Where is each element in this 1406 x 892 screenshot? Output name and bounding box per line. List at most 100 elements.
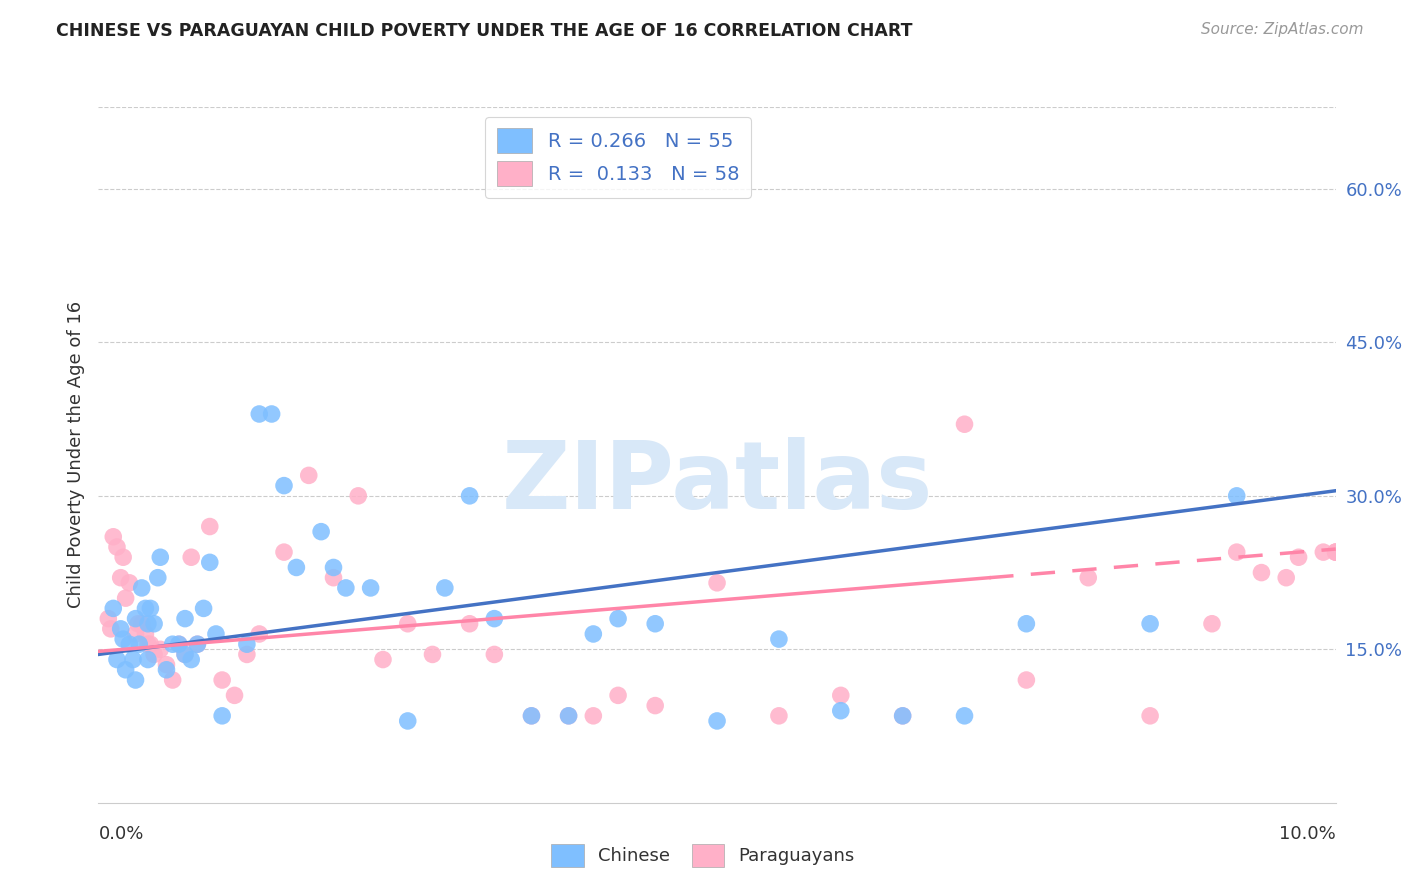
Point <box>124 673 146 687</box>
Point <box>180 652 202 666</box>
Point <box>139 637 162 651</box>
Text: 0.0%: 0.0% <box>98 825 143 843</box>
Point <box>134 601 156 615</box>
Point <box>211 673 233 687</box>
Point <box>830 689 852 703</box>
Point <box>174 648 197 662</box>
Point <box>167 637 190 651</box>
Point <box>186 637 208 651</box>
Point <box>136 637 159 651</box>
Point <box>557 708 579 723</box>
Point <box>124 627 146 641</box>
Point <box>100 622 122 636</box>
Point <box>247 407 270 421</box>
Point <box>1324 545 1347 559</box>
Point <box>162 673 184 687</box>
Point <box>198 519 221 533</box>
Point <box>706 575 728 590</box>
Point <box>322 560 344 574</box>
Point <box>458 616 481 631</box>
Point <box>236 637 259 651</box>
Point <box>706 714 728 728</box>
Point <box>953 417 976 432</box>
Point <box>1077 571 1099 585</box>
Point <box>347 489 370 503</box>
Point <box>167 637 190 651</box>
Point <box>110 622 132 636</box>
Point <box>1324 545 1347 559</box>
Point <box>1226 489 1249 503</box>
Point <box>128 637 150 651</box>
Point <box>891 708 914 723</box>
Point <box>118 637 141 651</box>
Point <box>97 612 120 626</box>
Point <box>180 550 202 565</box>
Point <box>1139 708 1161 723</box>
Point <box>582 627 605 641</box>
Point <box>298 468 321 483</box>
Point <box>273 478 295 492</box>
Point <box>458 489 481 503</box>
Point <box>360 581 382 595</box>
Point <box>1324 545 1347 559</box>
Point <box>224 689 246 703</box>
Text: 10.0%: 10.0% <box>1279 825 1336 843</box>
Legend: Chinese, Paraguayans: Chinese, Paraguayans <box>544 837 862 874</box>
Point <box>285 560 308 574</box>
Point <box>1288 550 1310 565</box>
Point <box>211 708 233 723</box>
Point <box>1226 545 1249 559</box>
Point <box>103 530 125 544</box>
Point <box>105 652 128 666</box>
Point <box>607 689 630 703</box>
Point <box>273 545 295 559</box>
Point <box>124 612 146 626</box>
Point <box>1201 616 1223 631</box>
Point <box>520 708 543 723</box>
Point <box>143 648 166 662</box>
Point <box>1015 616 1038 631</box>
Point <box>114 663 136 677</box>
Point <box>149 550 172 565</box>
Point <box>247 627 270 641</box>
Point <box>582 708 605 723</box>
Y-axis label: Child Poverty Under the Age of 16: Child Poverty Under the Age of 16 <box>66 301 84 608</box>
Point <box>953 708 976 723</box>
Point <box>557 708 579 723</box>
Point <box>396 616 419 631</box>
Text: CHINESE VS PARAGUAYAN CHILD POVERTY UNDER THE AGE OF 16 CORRELATION CHART: CHINESE VS PARAGUAYAN CHILD POVERTY UNDE… <box>56 22 912 40</box>
Point <box>118 575 141 590</box>
Point <box>396 714 419 728</box>
Point <box>193 601 215 615</box>
Point <box>322 571 344 585</box>
Point <box>236 648 259 662</box>
Point <box>768 632 790 646</box>
Point <box>110 571 132 585</box>
Point <box>122 652 145 666</box>
Point <box>484 612 506 626</box>
Point <box>830 704 852 718</box>
Point <box>155 657 177 672</box>
Point <box>309 524 332 539</box>
Point <box>205 627 228 641</box>
Point <box>146 571 169 585</box>
Point <box>103 601 125 615</box>
Point <box>112 550 135 565</box>
Point <box>260 407 283 421</box>
Point <box>422 648 444 662</box>
Point <box>112 632 135 646</box>
Point <box>335 581 357 595</box>
Legend: R = 0.266   N = 55, R =  0.133   N = 58: R = 0.266 N = 55, R = 0.133 N = 58 <box>485 117 751 198</box>
Point <box>891 708 914 723</box>
Point <box>114 591 136 606</box>
Point <box>136 616 159 631</box>
Point <box>484 648 506 662</box>
Point <box>520 708 543 723</box>
Point <box>134 627 156 641</box>
Point <box>174 612 197 626</box>
Point <box>644 616 666 631</box>
Point <box>768 708 790 723</box>
Point <box>131 616 153 631</box>
Point <box>162 637 184 651</box>
Point <box>1139 616 1161 631</box>
